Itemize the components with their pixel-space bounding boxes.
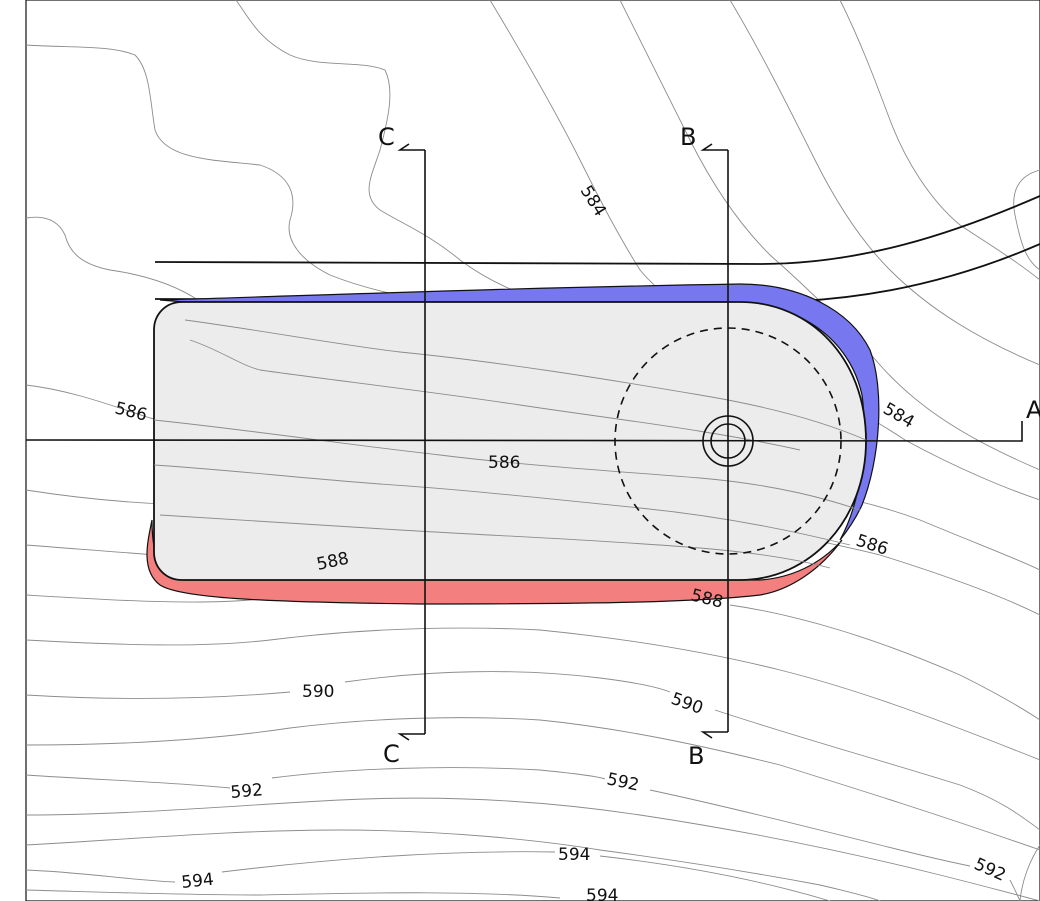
road-edge [154,243,1040,302]
contour-line [25,889,561,899]
contour-line [25,627,1040,761]
contour-line [1019,844,1040,901]
contour-line [25,44,471,311]
contour-line [1013,169,1040,271]
elevation-label: 594 [180,870,214,893]
section-c-bottom-label: C [383,740,400,768]
elevation-label: 590 [302,682,334,702]
elevation-label: 594 [586,886,618,901]
section-line-b [700,143,729,739]
cut-zone [146,519,843,605]
elevation-label: 586 [488,453,520,473]
contour-line [25,717,1040,851]
section-line-a [25,421,1023,442]
section-a-label: A [1026,396,1040,424]
section-b-bottom-label: B [688,742,704,770]
contour-line [1009,879,1021,901]
contour-line [25,671,1040,831]
elevation-label: 594 [558,845,590,865]
section-line-c [397,143,426,741]
contour-line [235,0,591,321]
section-b-top-label: B [680,123,696,151]
contour-line [25,797,1040,901]
contour-line [25,767,971,867]
contour-line [729,0,1040,366]
road-edge [154,195,1040,265]
contour-line [839,0,1040,281]
access-road [154,195,1040,302]
pad-contours [153,319,867,569]
contour-line [25,829,881,901]
contour-line [619,0,1040,471]
section-c-top-label: C [378,123,395,151]
elevation-label: 592 [230,780,264,803]
fill-zone [159,283,880,541]
contour-line [25,851,831,901]
